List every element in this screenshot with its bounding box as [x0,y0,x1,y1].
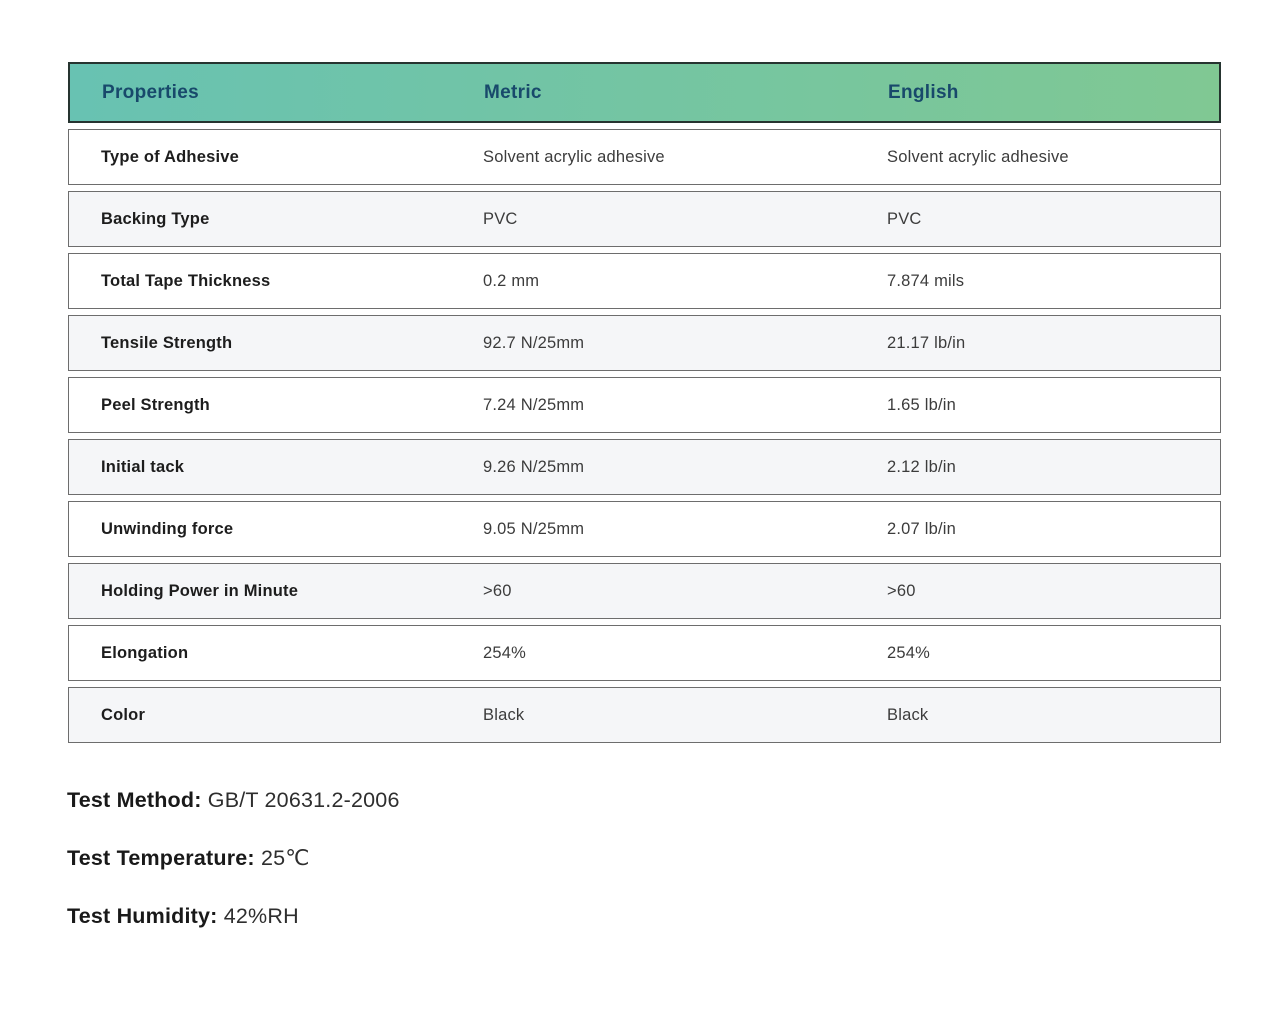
table-row: Tensile Strength 92.7 N/25mm 21.17 lb/in [68,315,1221,371]
test-temperature-line: Test Temperature: 25℃ [67,846,400,871]
test-conditions: Test Method: GB/T 20631.2-2006 Test Temp… [67,788,400,962]
header-cell-english: English [888,81,959,103]
english-value: 254% [887,643,931,662]
english-value: 1.65 lb/in [887,395,956,414]
metric-value: 254% [483,643,527,662]
property-label: Tensile Strength [101,333,233,352]
table-row: Backing Type PVC PVC [68,191,1221,247]
english-value: Black [887,705,929,724]
table-row: Elongation 254% 254% [68,625,1221,681]
test-temperature-label: Test Temperature: [67,846,255,870]
table-header-row: Properties Metric English [68,62,1221,123]
property-label: Backing Type [101,209,210,228]
property-label: Elongation [101,643,189,662]
table-row: Total Tape Thickness 0.2 mm 7.874 mils [68,253,1221,309]
property-label: Unwinding force [101,519,234,538]
test-method-label: Test Method: [67,788,202,812]
header-cell-properties: Properties [102,81,199,103]
english-value: 21.17 lb/in [887,333,966,352]
metric-value: 0.2 mm [483,271,540,290]
metric-value: Black [483,705,525,724]
header-cell-metric: Metric [484,81,542,103]
test-humidity-value: 42%RH [223,904,299,928]
metric-value: 9.05 N/25mm [483,519,585,538]
test-humidity-line: Test Humidity: 42%RH [67,904,400,929]
property-label: Holding Power in Minute [101,581,299,600]
spec-table: Properties Metric English Type of Adhesi… [68,62,1221,743]
table-row: Color Black Black [68,687,1221,743]
property-label: Color [101,705,146,724]
english-value: 7.874 mils [887,271,965,290]
english-value: 2.12 lb/in [887,457,956,476]
metric-value: PVC [483,209,518,228]
property-label: Initial tack [101,457,185,476]
metric-value: 7.24 N/25mm [483,395,585,414]
table-row: Holding Power in Minute >60 >60 [68,563,1221,619]
test-humidity-label: Test Humidity: [67,904,218,928]
property-label: Type of Adhesive [101,147,239,166]
english-value: 2.07 lb/in [887,519,956,538]
metric-value: 9.26 N/25mm [483,457,585,476]
property-label: Total Tape Thickness [101,271,271,290]
table-row: Unwinding force 9.05 N/25mm 2.07 lb/in [68,501,1221,557]
english-value: PVC [887,209,922,228]
metric-value: Solvent acrylic adhesive [483,147,665,166]
table-row: Initial tack 9.26 N/25mm 2.12 lb/in [68,439,1221,495]
metric-value: >60 [483,581,512,600]
test-method-value: GB/T 20631.2-2006 [207,788,400,812]
table-row: Peel Strength 7.24 N/25mm 1.65 lb/in [68,377,1221,433]
english-value: Solvent acrylic adhesive [887,147,1069,166]
test-temperature-value: 25℃ [260,846,310,870]
table-row: Type of Adhesive Solvent acrylic adhesiv… [68,129,1221,185]
metric-value: 92.7 N/25mm [483,333,585,352]
english-value: >60 [887,581,916,600]
property-label: Peel Strength [101,395,210,414]
test-method-line: Test Method: GB/T 20631.2-2006 [67,788,400,813]
